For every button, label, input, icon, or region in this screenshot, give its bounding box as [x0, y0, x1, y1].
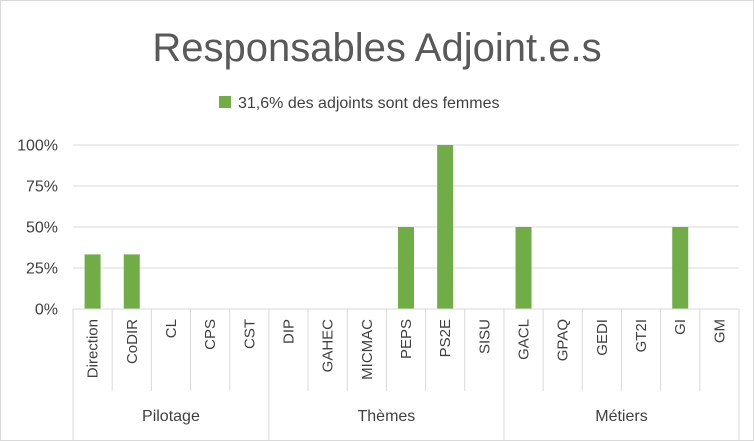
chart-title: Responsables Adjoint.e.s	[152, 26, 601, 70]
x-tick-label: CST	[241, 319, 258, 349]
bars	[84, 145, 689, 309]
x-tick-label: GT2I	[633, 319, 650, 352]
legend-entry: 31,6% des adjoints sont des femmes	[238, 95, 499, 112]
legend-swatch	[219, 96, 231, 108]
x-tick-label: PS2E	[437, 319, 454, 357]
bar	[672, 227, 689, 309]
x-tick-label: GM	[711, 319, 728, 343]
group-label: Thèmes	[358, 408, 416, 425]
y-tick-label: 100%	[17, 138, 58, 155]
legend: 31,6% des adjoints sont des femmes	[219, 95, 499, 112]
x-tick-label: Direction	[85, 319, 102, 378]
x-tick-label: GI	[672, 319, 689, 335]
x-tick-label: CL	[163, 319, 180, 338]
bar	[515, 227, 532, 309]
group-labels: Pilotage Thèmes Métiers	[142, 408, 648, 425]
x-tick-label: MICMAC	[359, 319, 376, 380]
bar	[437, 145, 454, 309]
x-tick-label: GACL	[516, 319, 533, 360]
group-label: Métiers	[595, 408, 647, 425]
y-tick-label: 0%	[35, 302, 58, 319]
bar	[123, 254, 140, 309]
bar	[398, 227, 414, 309]
bar	[84, 254, 101, 309]
y-axis-ticks: 0% 25% 50% 75% 100%	[17, 138, 58, 319]
x-axis-ticks: Direction CoDIR CL CPS CST DIP GAHEC MICMAC PEPS…	[85, 319, 729, 380]
x-tick-label: CoDIR	[124, 319, 141, 364]
x-tick-label: CPS	[202, 319, 219, 350]
group-label: Pilotage	[142, 408, 200, 425]
x-tick-label: DIP	[280, 319, 297, 344]
x-tick-label: GAHEC	[320, 319, 337, 373]
x-axis	[72, 308, 740, 440]
y-tick-label: 50%	[26, 220, 58, 237]
x-tick-label: GPAQ	[555, 319, 572, 361]
y-tick-label: 25%	[26, 261, 58, 278]
x-tick-label: GEDI	[594, 319, 611, 356]
x-tick-label: PEPS	[398, 319, 415, 359]
y-tick-label: 75%	[26, 179, 58, 196]
x-tick-label: SISU	[476, 319, 493, 354]
